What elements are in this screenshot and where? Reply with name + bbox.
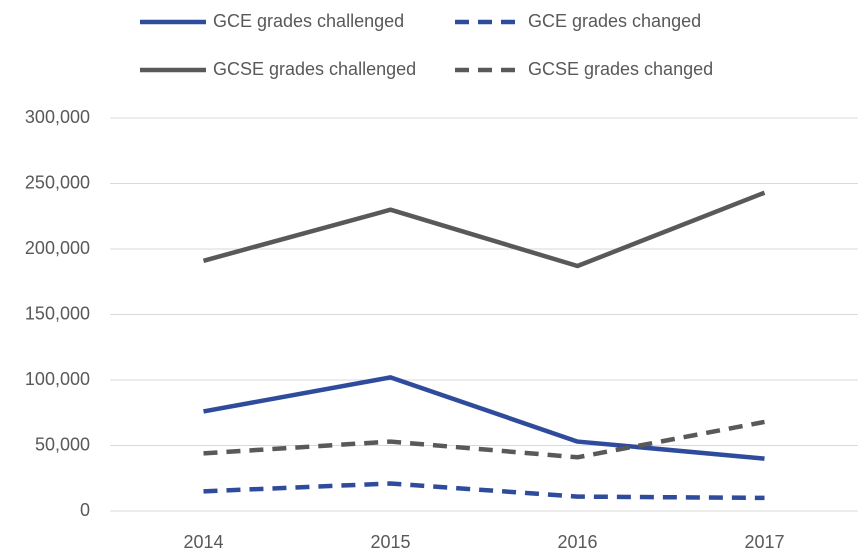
- x-tick-label: 2015: [370, 532, 410, 551]
- series-line: [203, 375, 765, 461]
- legend-label: GCE grades changed: [528, 11, 701, 31]
- y-tick-label: 100,000: [25, 369, 90, 389]
- y-tick-label: 300,000: [25, 107, 90, 127]
- x-tick-label: 2014: [183, 532, 223, 551]
- y-tick-label: 50,000: [35, 434, 90, 454]
- legend-label: GCE grades challenged: [213, 11, 404, 31]
- x-tick-label: 2017: [744, 532, 784, 551]
- y-tick-label: 250,000: [25, 172, 90, 192]
- x-tick-label: 2016: [557, 532, 597, 551]
- y-tick-label: 200,000: [25, 238, 90, 258]
- y-tick-label: 0: [80, 500, 90, 520]
- legend-label: GCSE grades changed: [528, 59, 713, 79]
- legend-label: GCSE grades challenged: [213, 59, 416, 79]
- series-line: [202, 190, 766, 269]
- series-line: [203, 481, 765, 501]
- y-tick-label: 150,000: [25, 303, 90, 323]
- series-line: [203, 419, 765, 460]
